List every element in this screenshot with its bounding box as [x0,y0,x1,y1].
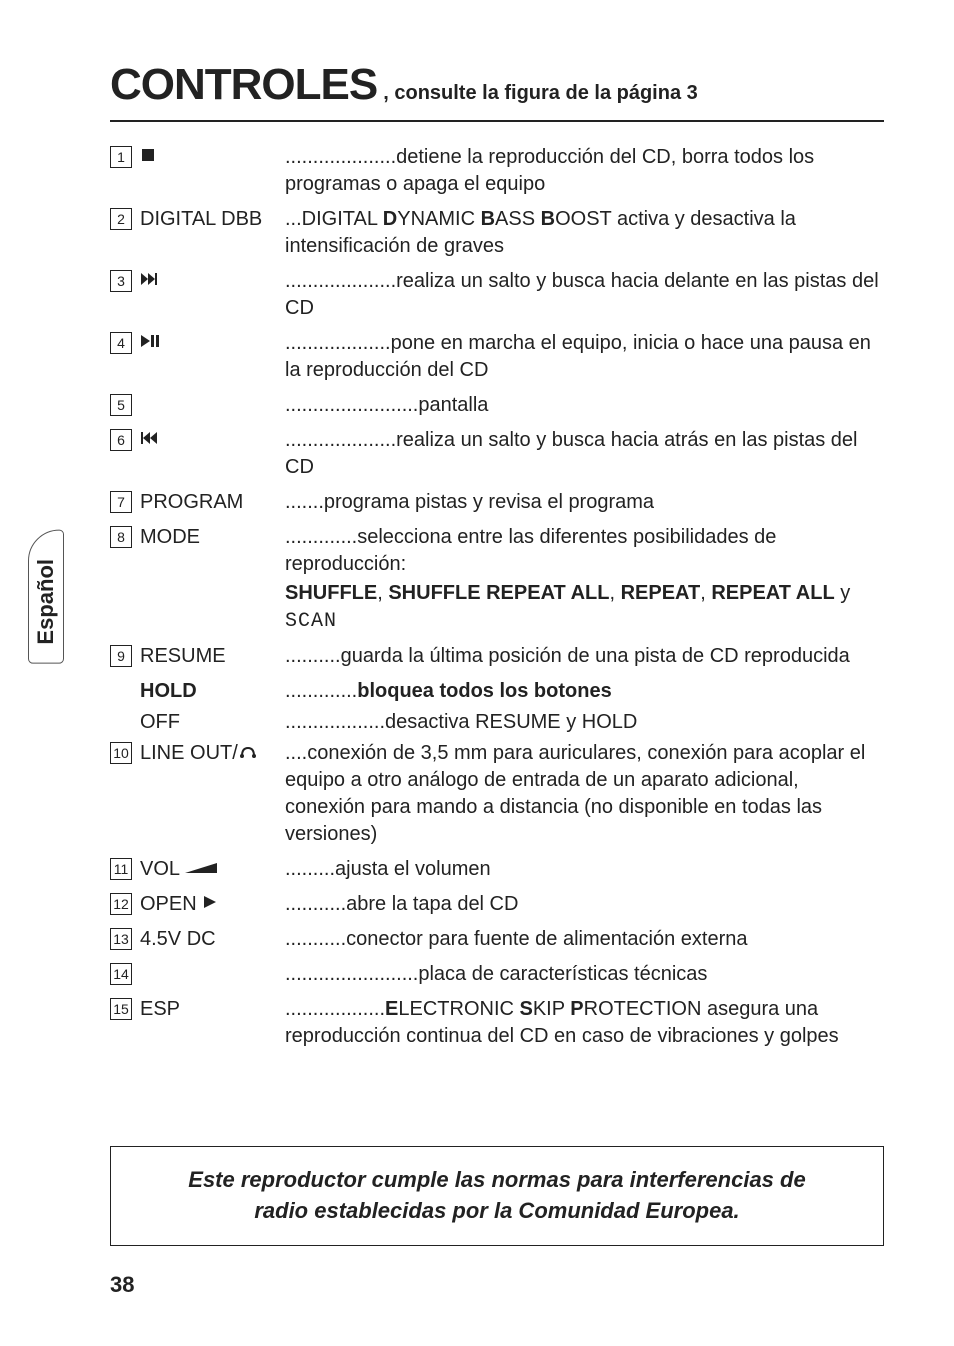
item-description: .........ajusta el volumen [285,856,884,883]
item-number-box: 14 [110,963,132,985]
compliance-line-1: Este reproductor cumple las normas para … [141,1165,853,1196]
item-label [140,330,285,357]
item-label: LINE OUT/ [140,740,285,767]
title-sub: , consulte la figura de la página 3 [383,82,698,105]
item-label: 4.5V DC [140,926,285,953]
volume-wedge-icon [185,859,219,875]
side-language-tab: Español [28,530,64,664]
item-description: ..........guarda la última posición de u… [285,643,884,670]
item-number-box: 13 [110,928,132,950]
control-item: 12 OPEN ...........abre la tapa del CD [110,891,884,918]
title-row: CONTROLES , consulte la figura de la pág… [110,60,884,122]
item-label: PROGRAM [140,489,285,516]
item-description: ....................detiene la reproducc… [285,144,884,198]
control-item: 2 DIGITAL DBB...DIGITAL DYNAMIC BASS BOOS… [110,206,884,260]
control-item: 5 ........................pantalla [110,392,884,419]
item-description: .......programa pistas y revisa el progr… [285,489,884,516]
item-description: ....................realiza un salto y b… [285,427,884,481]
item-number-box: 6 [110,429,132,451]
item-description: ....................realiza un salto y b… [285,268,884,322]
item-number-box: 9 [110,645,132,667]
control-item: 4 ...................pone en marcha el eq… [110,330,884,384]
item-description: ...DIGITAL DYNAMIC BASS BOOST activa y d… [285,206,884,260]
control-item: 13 4.5V DC ...........conector para fuent… [110,926,884,953]
item-number-box: 10 [110,742,132,764]
item-description: ...........conector para fuente de alime… [285,926,884,953]
sub-item-description: .............bloquea todos los botones [285,678,884,705]
item-label: ESP [140,996,285,1023]
item-label: RESUME [140,643,285,670]
fast-forward-icon [140,271,160,287]
item-number-box: 3 [110,270,132,292]
control-item: 11 VOL .........ajusta el volumen [110,856,884,883]
sub-item-label: HOLD [140,678,285,705]
control-item: 8 MODE.............selecciona entre las d… [110,524,884,578]
sub-item-label: OFF [140,709,285,736]
item-number-box: 7 [110,491,132,513]
item-description: ...........abre la tapa del CD [285,891,884,918]
item-label [140,144,285,171]
item-extra-line: SHUFFLE, SHUFFLE REPEAT ALL, REPEAT, REP… [285,580,884,635]
control-item: 7 PROGRAM.......programa pistas y revisa … [110,489,884,516]
item-description: ........................pantalla [285,392,884,419]
page-body: CONTROLES , consulte la figura de la pág… [0,0,954,1108]
rewind-icon [140,430,160,446]
control-item: 3 ....................realiza un salto y … [110,268,884,322]
item-number-box: 2 [110,208,132,230]
item-number-box: 4 [110,332,132,354]
control-item: 14 ........................placa de carac… [110,961,884,988]
control-sub-item: OFF ..................desactiva RESUME y… [140,709,884,736]
control-item: 9 RESUME..........guarda la última posici… [110,643,884,670]
control-item: 6 ....................realiza un salto y … [110,427,884,481]
control-item: 15 ESP..................ELECTRONIC SKIP P… [110,996,884,1050]
compliance-note: Este reproductor cumple las normas para … [110,1146,884,1246]
controls-list: 1 ....................detiene la reproduc… [110,144,884,1050]
page-number: 38 [110,1272,134,1298]
item-description: ...................pone en marcha el equ… [285,330,884,384]
item-label [140,268,285,295]
title-main: CONTROLES [110,60,377,110]
item-number-box: 8 [110,526,132,548]
sub-item-description: ..................desactiva RESUME y HOL… [285,709,884,736]
item-label: DIGITAL DBB [140,206,285,233]
item-label [140,427,285,454]
play-icon [202,894,222,910]
item-number-box: 1 [110,146,132,168]
item-description: ....conexión de 3,5 mm para auriculares,… [285,740,884,848]
control-item: 10 LINE OUT/ ....conexión de 3,5 mm para … [110,740,884,848]
item-description: ........................placa de caracte… [285,961,884,988]
play-pause-icon [140,333,160,349]
item-label: MODE [140,524,285,551]
item-description: ..................ELECTRONIC SKIP PROTEC… [285,996,884,1050]
item-number-box: 12 [110,893,132,915]
item-number-box: 15 [110,998,132,1020]
stop-icon [140,147,160,163]
compliance-line-2: radio establecidas por la Comunidad Euro… [141,1196,853,1227]
control-sub-item: HOLD .............bloquea todos los boto… [140,678,884,705]
item-number-box: 5 [110,394,132,416]
item-number-box: 11 [110,858,132,880]
item-label: VOL [140,856,285,883]
item-description: .............selecciona entre las difere… [285,524,884,578]
headphones-icon [238,743,258,759]
control-item: 1 ....................detiene la reproduc… [110,144,884,198]
item-label: OPEN [140,891,285,918]
